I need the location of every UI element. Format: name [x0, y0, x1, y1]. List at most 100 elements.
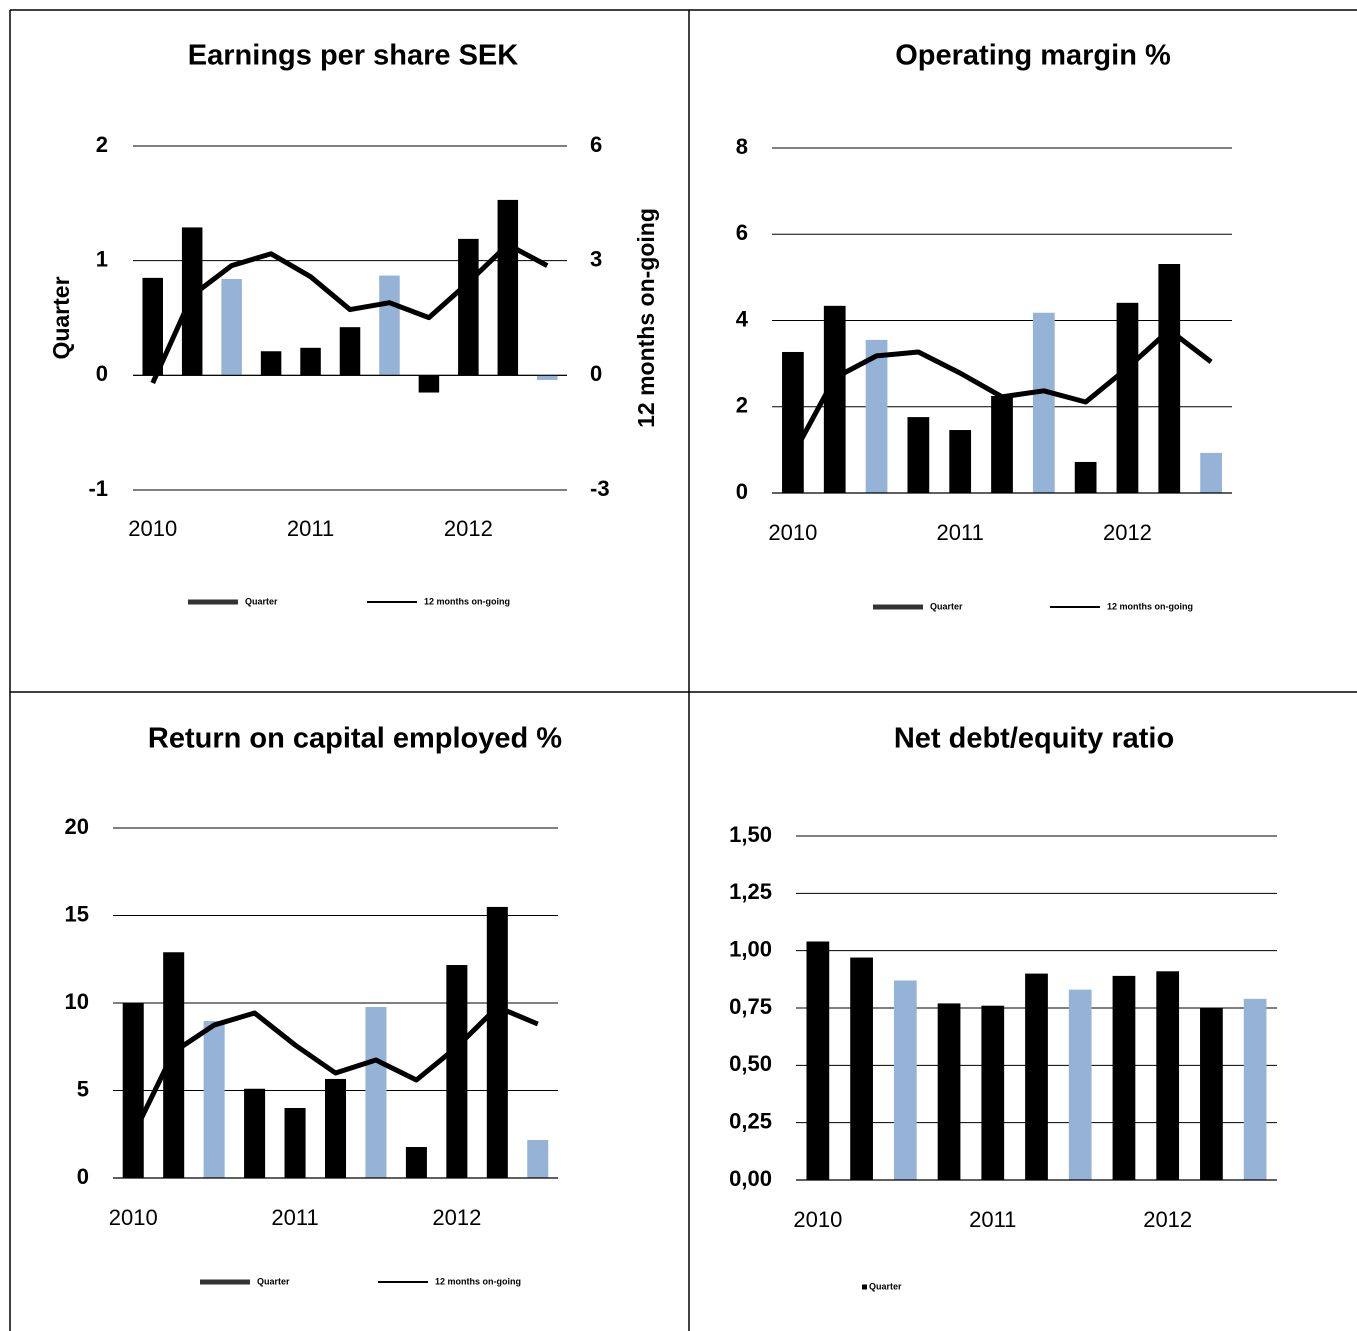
bar — [1074, 461, 1097, 493]
bar — [163, 952, 185, 1178]
bar — [850, 957, 873, 1180]
bar — [142, 277, 163, 376]
bar — [981, 1005, 1005, 1180]
y-tick-label: 0 — [77, 1164, 89, 1189]
x-tick-label: 2010 — [128, 516, 177, 541]
x-tick-label: 2012 — [1103, 520, 1152, 545]
legend-label: 12 months on-going — [435, 1276, 521, 1286]
y-tick-label: 0,00 — [729, 1166, 772, 1191]
y-tick-label: 2 — [736, 393, 748, 418]
y-tick-label: 8 — [736, 134, 748, 159]
legend-swatch — [862, 1284, 867, 1290]
chart-panel: Operating margin % 0 2 4 6 8 2010 2011 2012 Quart… — [736, 40, 1232, 611]
bar — [300, 347, 321, 376]
chart-title: Operating margin % — [895, 40, 1171, 72]
line — [130, 1004, 539, 1137]
bar — [379, 275, 400, 376]
x-tick-label: 2010 — [109, 1205, 158, 1230]
x-tick-label: 2012 — [444, 516, 493, 541]
y-tick-label: 10 — [65, 989, 89, 1014]
bar — [221, 279, 242, 376]
y-tick-label: 1 — [96, 246, 108, 271]
bar — [907, 417, 930, 493]
y-tick-label: 15 — [65, 901, 89, 926]
y2-tick-label: 0 — [590, 361, 602, 386]
chart-panel: Earnings per share SEK -1 0 1 2 -3 0 3 6 Quarter 1… — [48, 40, 659, 607]
x-tick-label: 2010 — [793, 1207, 842, 1232]
x-tick-label: 2011 — [969, 1207, 1016, 1232]
bar — [991, 395, 1013, 493]
legend-label: Quarter — [257, 1276, 290, 1286]
legend-label: Quarter — [245, 596, 278, 606]
bar — [1200, 1008, 1223, 1180]
chart-panel: Net debt/equity ratio 0,00 0,25 0,50 0,75 1,0… — [729, 723, 1277, 1291]
x-tick-label: 2010 — [768, 520, 817, 545]
y2-axis-label: 12 months on-going — [633, 208, 659, 428]
bar — [1156, 971, 1180, 1180]
bar — [823, 305, 846, 493]
y2-tick-label: -3 — [590, 476, 610, 501]
bar — [260, 351, 282, 376]
bar — [937, 1003, 961, 1180]
bar — [865, 339, 888, 493]
y-tick-label: 2 — [96, 132, 108, 157]
bar — [782, 351, 804, 493]
y-tick-label: 1,00 — [729, 936, 772, 961]
legend-label: Quarter — [930, 601, 963, 611]
bar — [418, 375, 440, 393]
bar — [1025, 973, 1048, 1180]
y-tick-label: 1,50 — [729, 822, 772, 847]
y-tick-label: 5 — [77, 1076, 89, 1101]
bar — [949, 430, 972, 493]
bar — [497, 199, 519, 376]
bar — [405, 1147, 427, 1178]
y-tick-label: 4 — [736, 306, 749, 331]
chart-title: Net debt/equity ratio — [894, 723, 1174, 755]
legend-label: 12 months on-going — [424, 596, 510, 606]
x-tick-label: 2011 — [287, 516, 334, 541]
line — [790, 327, 1213, 457]
legend-label: 12 months on-going — [1107, 601, 1193, 611]
bar — [1243, 998, 1267, 1180]
bar — [339, 327, 361, 376]
bar — [365, 1007, 387, 1178]
bar — [284, 1108, 306, 1178]
chart-title: Return on capital employed % — [148, 723, 562, 755]
chart-title: Earnings per share SEK — [188, 40, 518, 72]
y2-tick-label: 6 — [590, 132, 602, 157]
bar — [1112, 975, 1136, 1180]
y-tick-label: 0,25 — [729, 1108, 772, 1133]
y-tick-label: 1,25 — [729, 879, 772, 904]
bar — [1068, 989, 1092, 1180]
line — [150, 242, 549, 385]
bar — [1032, 312, 1055, 493]
y-tick-label: 0,75 — [729, 994, 772, 1019]
y-tick-label: -1 — [88, 476, 108, 501]
y-tick-label: 0 — [736, 479, 748, 504]
x-tick-label: 2011 — [271, 1205, 318, 1230]
legend-label: Quarter — [869, 1281, 902, 1291]
y-tick-label: 0,50 — [729, 1051, 772, 1076]
bar — [486, 906, 508, 1178]
bar — [537, 375, 558, 380]
x-tick-label: 2012 — [432, 1205, 481, 1230]
panel-borders — [9, 9, 1357, 1331]
bar — [893, 980, 917, 1180]
bar — [1158, 264, 1181, 493]
y2-tick-label: 3 — [590, 246, 602, 271]
bar — [806, 941, 830, 1180]
bar — [446, 965, 468, 1178]
bar — [324, 1078, 347, 1178]
bar — [458, 238, 479, 376]
bar — [1116, 302, 1139, 493]
bar — [122, 1003, 144, 1178]
bar — [1200, 452, 1222, 493]
bar — [203, 1021, 225, 1178]
x-tick-label: 2011 — [937, 520, 984, 545]
chart-panel: Return on capital employed % 0 5 10 15 20 2010… — [65, 723, 563, 1287]
bar — [527, 1140, 549, 1178]
y-tick-label: 20 — [65, 814, 89, 839]
y-axis-label: Quarter — [48, 276, 74, 359]
bar — [244, 1088, 266, 1178]
